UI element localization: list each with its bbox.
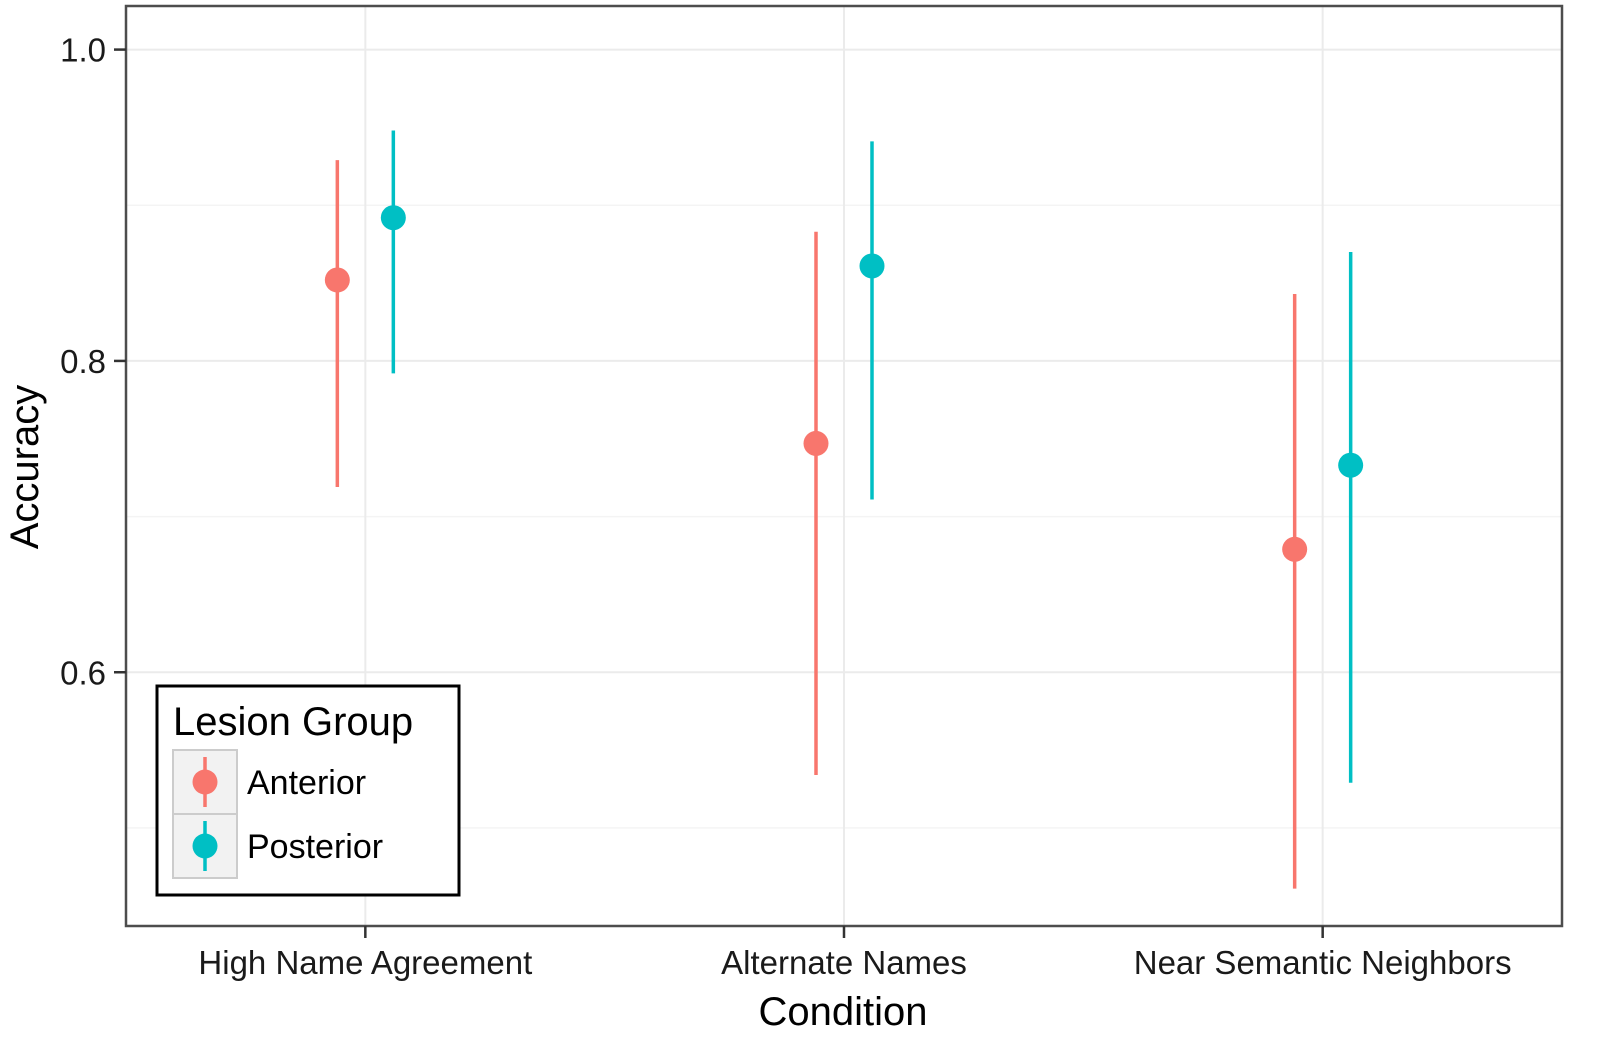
point-posterior [1338,452,1364,478]
data-layer [324,130,1364,889]
legend: Lesion Group Anterior Posterior [155,684,461,897]
legend-label-posterior: Posterior [247,828,383,866]
x-tick-label: Near Semantic Neighbors [1134,944,1512,981]
x-axis-title: Condition [758,990,927,1034]
y-tick-label: 1.0 [60,32,106,69]
point-posterior [380,205,406,231]
legend-title: Lesion Group [173,700,413,744]
legend-label-anterior: Anterior [247,764,366,802]
legend-key-point-posterior [192,833,218,859]
axes: 0.6 0.8 1.0 High Name Agreement Alternate Na… [60,32,1511,981]
point-anterior [1282,536,1308,562]
y-tick-label: 0.8 [60,343,106,380]
point-anterior [324,267,350,293]
x-tick-label: Alternate Names [721,944,967,981]
legend-key-point-anterior [192,769,218,795]
point-posterior [859,253,885,279]
y-axis-title: Accuracy [3,385,47,550]
y-tick-label: 0.6 [60,654,106,691]
x-tick-label: High Name Agreement [198,944,532,981]
point-anterior [803,430,829,456]
